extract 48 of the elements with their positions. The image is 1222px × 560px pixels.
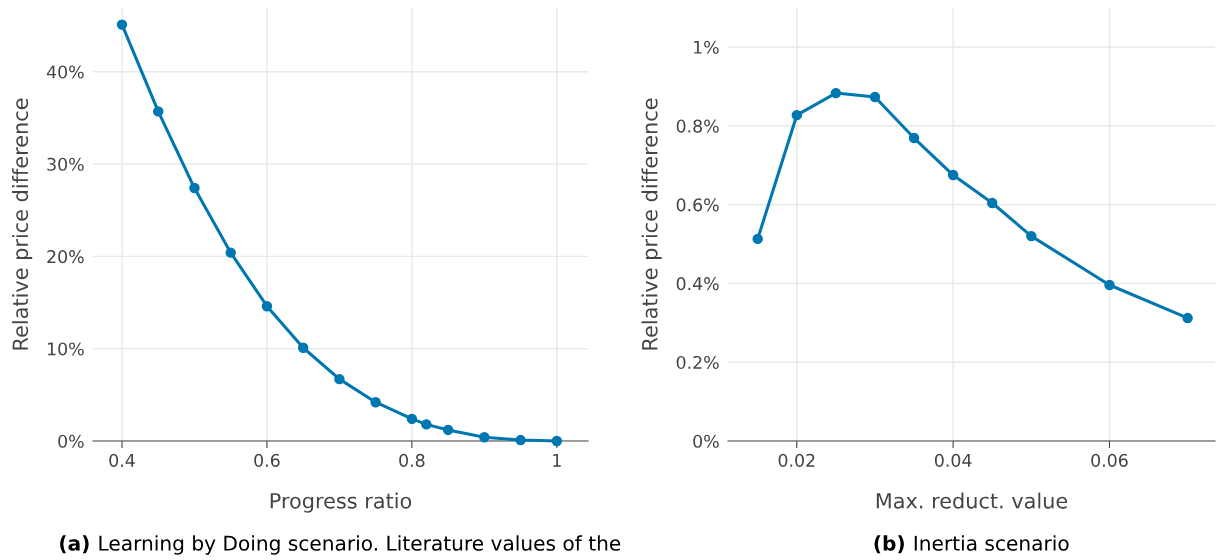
x-axis-title: Max. reduct. value <box>876 492 1068 509</box>
x-tick-label: 1 <box>553 454 561 467</box>
point <box>869 91 881 103</box>
y-tick-label: 1% <box>694 40 719 54</box>
point <box>225 247 236 258</box>
point <box>1104 279 1115 291</box>
point <box>830 87 842 99</box>
y-tick-label: 40% <box>46 65 84 79</box>
point <box>947 169 959 181</box>
y-axis-title: Relative price difference <box>12 98 33 350</box>
y-tick-label: 20% <box>47 250 84 264</box>
y-axis-title: Relative price difference <box>641 98 662 350</box>
point <box>908 132 920 144</box>
point <box>479 432 490 443</box>
x-tick-label: 0.4 <box>109 453 135 467</box>
point <box>791 109 802 121</box>
point <box>116 19 128 30</box>
point <box>421 419 432 430</box>
point <box>515 434 526 446</box>
y-tick-label: 0.2% <box>676 355 719 370</box>
point <box>334 373 345 385</box>
point <box>551 435 563 447</box>
point <box>189 182 200 194</box>
y-tick-label: 0.8% <box>676 119 719 133</box>
point <box>987 197 998 209</box>
point <box>1182 312 1193 324</box>
point <box>370 397 381 408</box>
text: (a) Learning by Doing scenario. Literature values of the <box>60 535 621 555</box>
y-tick-label: 0% <box>58 434 84 448</box>
point <box>261 300 273 312</box>
x-tick-label: 0.04 <box>934 453 972 467</box>
x-axis-title: Progress ratio <box>270 492 412 513</box>
y-tick-label: 0% <box>693 434 719 448</box>
point <box>1026 230 1037 242</box>
x-tick-label: 0.02 <box>778 453 815 467</box>
point <box>406 413 418 425</box>
y-tick-label: 0.4% <box>676 277 719 291</box>
y-tick-label: 0.6% <box>676 198 719 212</box>
point <box>442 424 454 436</box>
point <box>752 233 763 245</box>
x-tick-label: 0.06 <box>1091 453 1128 467</box>
point <box>153 106 164 117</box>
y-tick-label: 10% <box>47 342 84 356</box>
y-tick-label: 30% <box>47 157 84 171</box>
point <box>297 342 309 353</box>
text: (b) Inertia scenario <box>874 535 1069 554</box>
x-tick-label: 0.8 <box>399 453 425 467</box>
x-tick-label: 0.6 <box>254 453 280 467</box>
